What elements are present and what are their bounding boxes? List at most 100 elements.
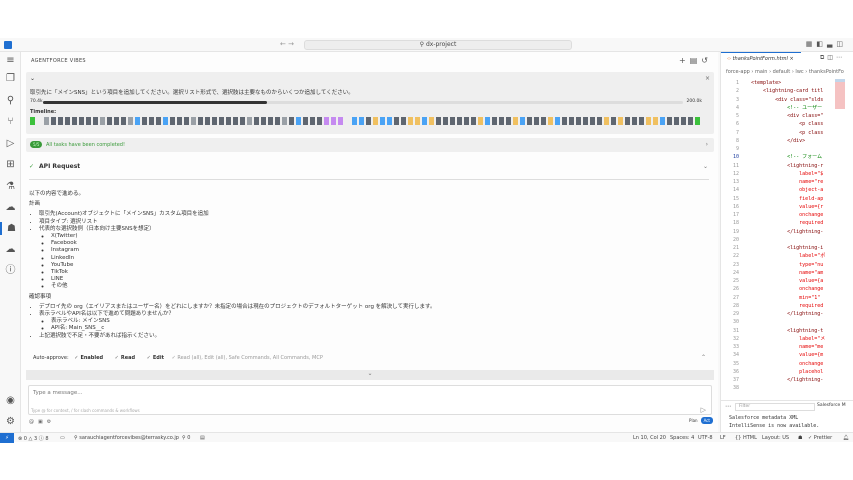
message-input[interactable]: Type a message... Type @ for context, / … — [28, 385, 712, 415]
breadcrumb[interactable]: force-app › main › default › lwc › thank… — [726, 69, 844, 75]
mention-icon[interactable]: @ — [29, 419, 38, 425]
timeline-block[interactable] — [100, 117, 105, 125]
timeline-block[interactable] — [261, 117, 266, 125]
testing-icon[interactable]: ⚗ — [6, 181, 15, 192]
timeline-block[interactable] — [499, 117, 504, 125]
timeline-block[interactable] — [254, 117, 259, 125]
layout-toggle-icons[interactable]: ▦◧▃◫ — [805, 40, 847, 48]
timeline-block[interactable] — [359, 117, 364, 125]
timeline-block[interactable] — [44, 117, 49, 125]
timeline-block[interactable] — [604, 117, 609, 125]
timeline-block[interactable] — [681, 117, 686, 125]
timeline-block[interactable] — [58, 117, 63, 125]
timeline-block[interactable] — [401, 117, 406, 125]
timeline-block[interactable] — [30, 117, 35, 125]
scroll-down-button[interactable]: ⌄ — [26, 370, 714, 380]
account-icon[interactable]: ◉ — [6, 395, 15, 406]
timeline-block[interactable] — [191, 117, 196, 125]
timeline-block[interactable] — [324, 117, 329, 125]
terminal-icon[interactable]: ▭ — [60, 435, 65, 441]
timeline-block[interactable] — [163, 117, 168, 125]
timeline-block[interactable] — [660, 117, 665, 125]
timeline-block[interactable] — [576, 117, 581, 125]
timeline-block[interactable] — [590, 117, 595, 125]
timeline-block[interactable] — [177, 117, 182, 125]
source-control-icon[interactable]: ⑂ — [7, 116, 14, 127]
menu-status-icon[interactable]: ▤ — [200, 435, 205, 441]
keyboard-layout[interactable]: Layout: US — [762, 435, 790, 441]
timeline-block[interactable] — [282, 117, 287, 125]
editor-tab[interactable]: ‹› thanksPointForm.html × — [721, 52, 801, 66]
server-icon[interactable]: ⚙ — [46, 419, 56, 425]
api-request-header[interactable]: ✓ API Request — [29, 163, 80, 170]
read-checkbox[interactable]: ✓ — [114, 355, 119, 361]
timeline-block[interactable] — [471, 117, 476, 125]
timeline-block[interactable] — [93, 117, 98, 125]
timeline-block[interactable] — [429, 117, 434, 125]
timeline-block[interactable] — [296, 117, 301, 125]
timeline-block[interactable] — [639, 117, 644, 125]
timeline-block[interactable] — [310, 117, 315, 125]
timeline-block[interactable] — [695, 117, 700, 125]
timeline-block[interactable] — [541, 117, 546, 125]
timeline-block[interactable] — [492, 117, 497, 125]
timeline-block[interactable] — [450, 117, 455, 125]
timeline-block[interactable] — [338, 117, 343, 125]
timeline-block[interactable] — [226, 117, 231, 125]
timeline-block[interactable] — [688, 117, 693, 125]
timeline-block[interactable] — [156, 117, 161, 125]
chevron-up-icon[interactable]: ⌃ — [700, 354, 706, 361]
extension-icon[interactable]: ☗ — [798, 435, 803, 441]
timeline-block[interactable] — [128, 117, 133, 125]
problems-status[interactable]: ⊗ 0 △ 3 ⓘ 8 — [18, 436, 49, 442]
timeline-block[interactable] — [422, 117, 427, 125]
timeline-block[interactable] — [506, 117, 511, 125]
timeline-block[interactable] — [149, 117, 154, 125]
code-editor[interactable]: 1 <template> 2 <lightning-card titl 3 <div … — [721, 79, 831, 393]
timeline-block[interactable] — [114, 117, 119, 125]
timeline-block[interactable] — [632, 117, 637, 125]
timeline-block[interactable] — [289, 117, 294, 125]
timeline-block[interactable] — [37, 117, 42, 125]
minimap[interactable] — [833, 79, 853, 119]
collapse-chevron-icon[interactable]: ⌄ — [30, 75, 36, 82]
info-icon[interactable]: ⓘ — [5, 265, 16, 276]
send-icon[interactable]: ▷ — [700, 406, 706, 414]
more-icon[interactable]: ⋯ — [725, 403, 731, 410]
timeline-block[interactable] — [436, 117, 441, 125]
timeline-block[interactable] — [317, 117, 322, 125]
editor-actions[interactable]: ⧉◫⋯ — [820, 54, 845, 61]
timeline-block[interactable] — [520, 117, 525, 125]
ports-status[interactable]: ⚲ 0 — [182, 435, 191, 441]
remote-icon[interactable]: ⚡ — [0, 433, 14, 443]
indentation[interactable]: Spaces: 4 — [670, 435, 695, 441]
timeline-block[interactable] — [72, 117, 77, 125]
language-mode[interactable]: {} HTML — [735, 435, 757, 441]
timeline-block[interactable] — [534, 117, 539, 125]
close-tab-icon[interactable]: × — [789, 56, 794, 62]
timeline-block[interactable] — [51, 117, 56, 125]
completed-banner[interactable]: 5/5 All tasks have been completed! › — [26, 138, 714, 152]
timeline-block[interactable] — [457, 117, 462, 125]
explorer-icon[interactable]: ❐ — [6, 73, 15, 84]
timeline-block[interactable] — [275, 117, 280, 125]
run-debug-icon[interactable]: ▷ — [6, 138, 15, 149]
timeline-block[interactable] — [394, 117, 399, 125]
timeline-block[interactable] — [527, 117, 532, 125]
timeline-block[interactable] — [387, 117, 392, 125]
nav-arrows[interactable]: ← → — [280, 40, 294, 48]
timeline-block[interactable] — [247, 117, 252, 125]
timeline-block[interactable] — [205, 117, 210, 125]
timeline-block[interactable] — [240, 117, 245, 125]
timeline-block[interactable] — [135, 117, 140, 125]
prettier-status[interactable]: ✓ Prettier — [808, 435, 833, 441]
eol[interactable]: LF — [720, 435, 726, 441]
timeline-block[interactable] — [611, 117, 616, 125]
cursor-position[interactable]: Ln 10, Col 20 — [633, 435, 666, 441]
output-channel-select[interactable]: Salesforce M — [817, 403, 846, 408]
timeline-block[interactable] — [268, 117, 273, 125]
plan-mode[interactable]: Plan — [689, 418, 698, 423]
timeline-block[interactable] — [219, 117, 224, 125]
enabled-checkbox[interactable]: ✓ — [74, 355, 79, 361]
edit-checkbox[interactable]: ✓ — [146, 355, 151, 361]
